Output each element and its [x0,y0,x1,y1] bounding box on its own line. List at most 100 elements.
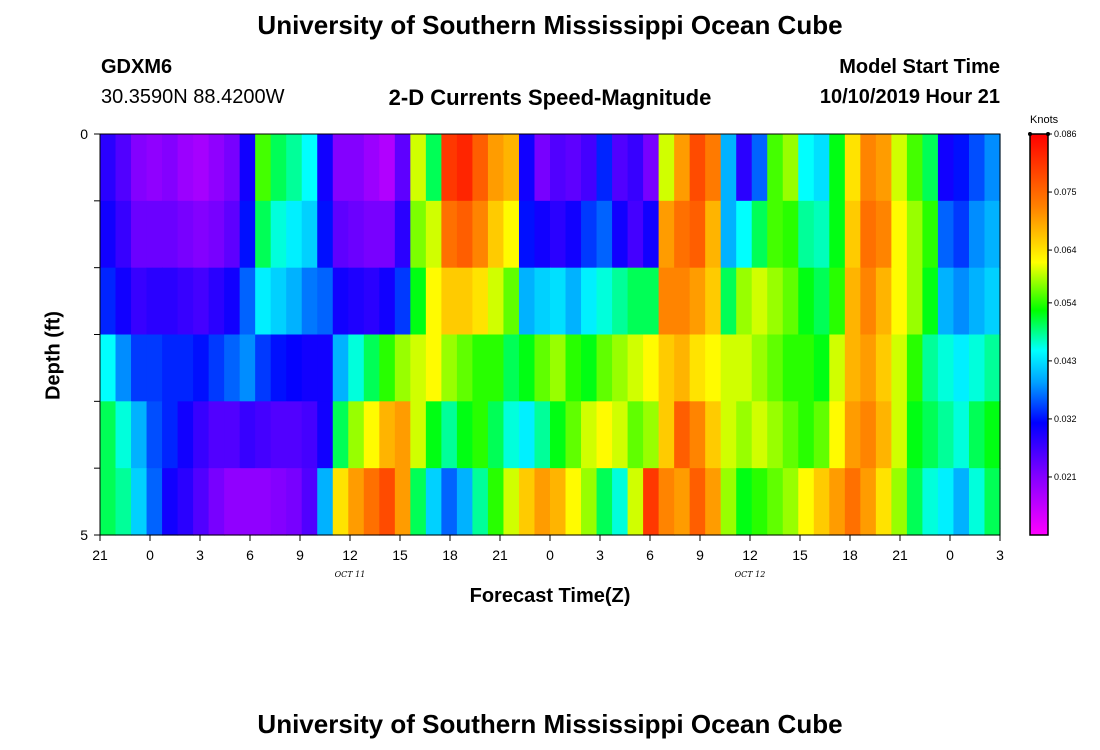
heatmap-cell [860,468,876,535]
heatmap-cell [690,335,706,402]
heatmap-cell [534,201,550,268]
heatmap-cell [938,335,954,402]
heatmap-cell [612,335,628,402]
x-date-label: OCT 12 [735,570,766,579]
heatmap-cell [162,201,178,268]
heatmap-cell [566,335,582,402]
heatmap-cell [922,401,938,468]
colorbar-tick-label: 0.054 [1054,298,1077,308]
heatmap-cell [829,268,845,335]
heatmap-cell [348,401,364,468]
heatmap-cell [364,468,380,535]
heatmap-cell [767,201,783,268]
colorbar-tick-label: 0.086 [1054,129,1077,139]
heatmap-cell [752,468,768,535]
heatmap-cell [395,268,411,335]
heatmap-cell [209,268,225,335]
heatmap-cell [643,268,659,335]
heatmap-cell [240,468,256,535]
heatmap-cell [162,134,178,201]
heatmap-cell [860,401,876,468]
heatmap-cell [581,335,597,402]
heatmap-cell [534,268,550,335]
heatmap-cell [891,335,907,402]
heatmap-cell [519,401,535,468]
heatmap-cell [162,401,178,468]
heatmap-cell [317,268,333,335]
heatmap-cell [597,401,613,468]
heatmap-cell [441,335,457,402]
heatmap-cell [798,335,814,402]
x-tick-label: 3 [596,547,604,563]
heatmap-cell [581,468,597,535]
heatmap-cell [736,335,752,402]
heatmap-cell [907,401,923,468]
heatmap-cell [628,335,644,402]
heatmap-cell [147,134,163,201]
heatmap-cell [922,134,938,201]
heatmap-cell [736,134,752,201]
heatmap-cell [255,401,271,468]
heatmap-cell [674,134,690,201]
colorbar-tick-label: 0.075 [1054,187,1077,197]
heatmap-cell [286,401,302,468]
heatmap-cell [457,268,473,335]
heatmap-cell [503,201,519,268]
heatmap-cell [271,401,287,468]
y-tick-label: 5 [80,527,88,543]
heatmap-cell [643,134,659,201]
heatmap-cell [224,335,240,402]
colorbar: 0.0860.0750.0640.0540.0430.0320.021 [1028,129,1077,535]
heatmap-cell [426,134,442,201]
heatmap-cell [845,468,861,535]
heatmap-cell [705,468,721,535]
heatmap-cell [550,335,566,402]
heatmap-cell [690,401,706,468]
heatmap-cell [736,401,752,468]
heatmap-cell [193,201,209,268]
heatmap-cell [891,401,907,468]
heatmap-cell [426,268,442,335]
heatmap-cell [829,201,845,268]
heatmap-cell [612,268,628,335]
heatmap-cell [736,268,752,335]
heatmap-cell [938,134,954,201]
heatmap-cell [922,335,938,402]
heatmap-cell [379,401,395,468]
heatmap-cell [348,134,364,201]
heatmap-cell [534,401,550,468]
heatmap-cell [162,268,178,335]
heatmap-cell [131,335,147,402]
heatmap-cell [395,335,411,402]
x-tick-label: 15 [792,547,808,563]
heatmap-cell [302,468,318,535]
heatmap-cell [100,468,116,535]
heatmap-cell [488,134,504,201]
heatmap-cell [953,268,969,335]
heatmap-cell [891,201,907,268]
heatmap-cell [147,401,163,468]
heatmap-cell [364,401,380,468]
heatmap-cell [566,401,582,468]
heatmap-cell [379,134,395,201]
heatmap-cell [674,201,690,268]
heatmap-cell [984,468,1000,535]
y-axis: 05 [80,126,100,543]
heatmap-cell [907,268,923,335]
heatmap-cell [333,335,349,402]
heatmap-cell [690,201,706,268]
heatmap-cell [643,401,659,468]
heatmap-cell [984,134,1000,201]
heatmap-cell [116,201,132,268]
heatmap-cell [286,468,302,535]
heatmap-cell [410,134,426,201]
heatmap-cell [969,134,985,201]
heatmap-cell [566,201,582,268]
heatmap-cell [550,468,566,535]
heatmap-cell [643,335,659,402]
heatmap-cell [938,268,954,335]
heatmap-cell [659,401,675,468]
heatmap-cell [193,335,209,402]
heatmap-cell [395,201,411,268]
heatmap-cell [286,335,302,402]
